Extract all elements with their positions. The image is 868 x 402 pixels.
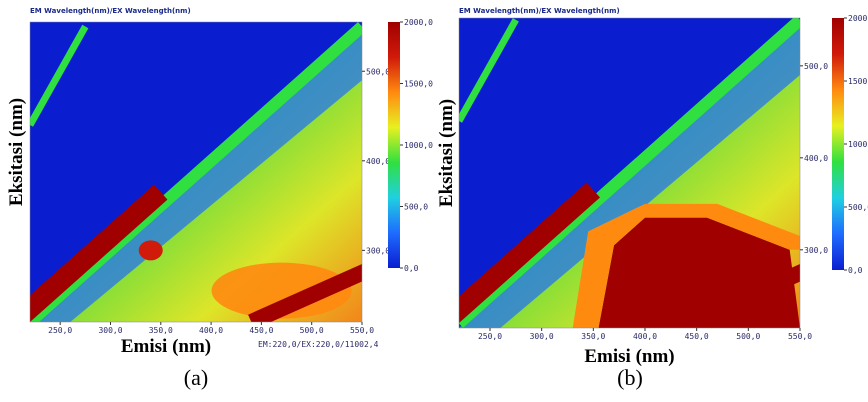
y-tick-label: 300,0 [366,246,390,255]
colorbar [388,22,400,268]
annotation: EM:220,0/EX:220,0/11002,4 [258,340,379,349]
colorbar-tick-label: 2000,0 [848,14,868,23]
contour-field [30,22,362,322]
panel-label: (b) [617,365,643,390]
colorbar-tick-label: 1000,0 [848,140,868,149]
x-tick-label: 550,0 [350,326,374,335]
x-tick-label: 450,0 [685,332,709,341]
x-tick-label: 300,0 [98,326,122,335]
colorbar-tick-label: 0,0 [848,266,863,275]
x-tick-label: 550,0 [788,332,812,341]
x-axis-label: Emisi (nm) [584,346,674,367]
x-tick-label: 400,0 [199,326,223,335]
scatter-band [672,264,800,328]
y-tick-label: 500,0 [366,67,390,76]
x-tick-label: 350,0 [149,326,173,335]
scatter-band [459,18,800,328]
chart-title: EM Wavelength(nm)/EX Wavelength(nm) [459,7,620,15]
hot-region [138,240,163,261]
x-tick-label: 500,0 [300,326,324,335]
x-tick-label: 250,0 [48,326,72,335]
y-tick-label: 500,0 [804,62,828,71]
scatter-band [30,22,362,322]
hot-region [211,262,352,319]
y-tick-label: 400,0 [804,154,828,163]
x-tick-label: 400,0 [633,332,657,341]
scatter-band [30,24,89,127]
y-axis-label: Eksitasi (nm) [436,99,457,207]
scatter-band [30,184,168,322]
x-tick-label: 350,0 [581,332,605,341]
x-tick-label: 250,0 [478,332,502,341]
plot-frame [29,21,363,323]
warm-region [572,203,800,328]
scatter-band [459,182,600,323]
scatter-band [459,18,519,123]
y-axis-label: Eksitasi (nm) [6,98,27,206]
panel-label: (a) [184,365,208,390]
colorbar-tick-label: 0,0 [404,264,419,273]
x-axis-label: Emisi (nm) [121,336,211,357]
chart-title: EM Wavelength(nm)/EX Wavelength(nm) [30,7,191,15]
scatter-band [248,263,362,322]
colorbar-tick-label: 1500,0 [404,80,433,89]
x-tick-label: 300,0 [530,332,554,341]
colorbar-tick-label: 500,0 [404,203,428,212]
colorbar-tick-label: 1000,0 [404,141,433,150]
colorbar-tick-label: 2000,0 [404,18,433,27]
plot-frame [458,17,801,329]
x-tick-label: 450,0 [249,326,273,335]
colorbar-tick-label: 500,0 [848,203,868,212]
y-tick-label: 300,0 [804,246,828,255]
x-tick-label: 500,0 [736,332,760,341]
colorbar [832,18,844,270]
contour-field [459,18,800,328]
colorbar-tick-label: 1500,0 [848,77,868,86]
y-tick-label: 400,0 [366,157,390,166]
